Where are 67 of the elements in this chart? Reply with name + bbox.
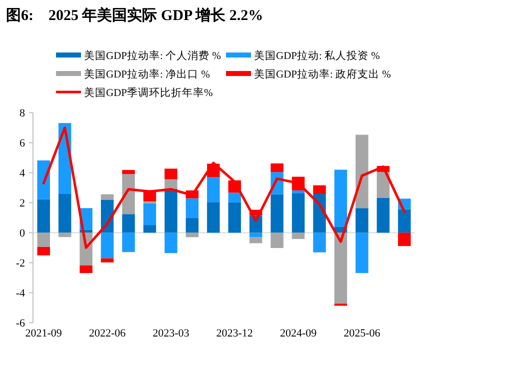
x-tick-label: 2022-06 bbox=[88, 328, 126, 340]
bar bbox=[334, 232, 348, 304]
bar bbox=[313, 185, 326, 194]
bar bbox=[164, 232, 178, 254]
bar bbox=[249, 232, 262, 238]
y-tick-label: 8 bbox=[20, 108, 26, 120]
bar bbox=[228, 192, 241, 202]
bar bbox=[356, 208, 368, 233]
legend-label: 美国GDP拉动率: 净出口 % bbox=[84, 68, 210, 80]
bar bbox=[292, 190, 305, 194]
bar bbox=[164, 188, 178, 233]
bar bbox=[186, 198, 199, 218]
bar bbox=[122, 170, 135, 174]
bar bbox=[207, 177, 220, 202]
chart-title: 图6: 2025 年美国实际 GDP 增长 2.2% bbox=[6, 6, 264, 24]
x-tick-label: 2023-12 bbox=[216, 328, 253, 340]
x-tick-label: 2021-09 bbox=[25, 328, 62, 340]
bar bbox=[143, 203, 156, 226]
y-tick-label: -6 bbox=[16, 318, 26, 330]
bar bbox=[58, 194, 72, 233]
bar bbox=[376, 198, 390, 233]
bar bbox=[100, 232, 114, 258]
bar bbox=[100, 258, 114, 262]
bar bbox=[292, 232, 305, 239]
bar bbox=[186, 218, 199, 233]
y-tick-label: 2 bbox=[20, 198, 25, 210]
bar bbox=[207, 202, 220, 233]
bar bbox=[164, 179, 178, 189]
bar bbox=[122, 214, 135, 233]
x-tick-label: 2023-03 bbox=[152, 328, 190, 340]
bar bbox=[356, 134, 368, 208]
bar bbox=[80, 265, 92, 274]
bar bbox=[143, 225, 156, 233]
bar bbox=[270, 194, 284, 233]
bar bbox=[334, 170, 348, 227]
bar bbox=[398, 209, 411, 233]
bar bbox=[270, 163, 284, 172]
y-tick-label: -4 bbox=[16, 288, 26, 300]
y-tick-label: 4 bbox=[20, 168, 26, 180]
x-tick-label: 2024-09 bbox=[280, 328, 318, 340]
bar bbox=[58, 232, 72, 238]
bar bbox=[37, 199, 50, 233]
bar bbox=[270, 232, 284, 248]
bar bbox=[37, 246, 50, 256]
bar bbox=[356, 232, 368, 274]
bar bbox=[249, 237, 262, 244]
bar bbox=[37, 160, 50, 200]
bar bbox=[122, 174, 135, 214]
legend-label: 美国GDP拉动率: 政府支出 % bbox=[254, 68, 392, 80]
legend-label: 美国GDP拉动率: 个人消费 % bbox=[84, 49, 222, 62]
bar bbox=[37, 232, 50, 247]
bar bbox=[292, 193, 305, 233]
bar bbox=[186, 232, 199, 238]
bar bbox=[313, 232, 326, 252]
legend-label: 美国GDP拉动: 私人投资 % bbox=[254, 49, 380, 62]
y-tick-label: 6 bbox=[20, 138, 26, 150]
bar bbox=[164, 168, 178, 180]
bar bbox=[376, 172, 390, 198]
bar bbox=[398, 232, 411, 246]
bar bbox=[100, 194, 114, 200]
legend-label: 美国GDP季调环比折年率% bbox=[84, 86, 214, 99]
line-series bbox=[42, 126, 406, 249]
bar bbox=[228, 202, 241, 233]
x-tick-label: 2025-06 bbox=[344, 328, 381, 340]
bar bbox=[122, 232, 135, 252]
y-tick-label: -2 bbox=[16, 258, 25, 270]
y-tick-label: 0 bbox=[20, 228, 26, 240]
